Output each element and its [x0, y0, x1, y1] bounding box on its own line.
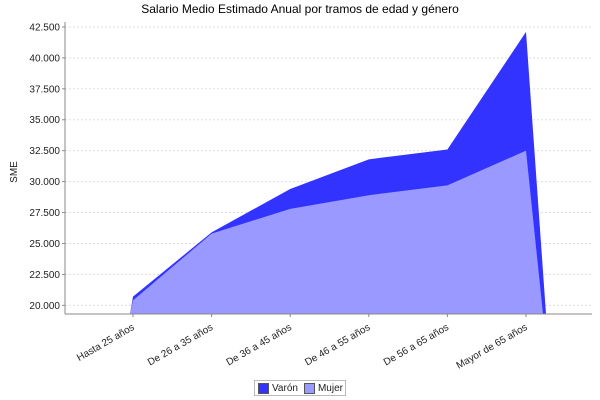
y-tick-label: 35.000 [29, 115, 60, 126]
y-tick-label: 42.500 [29, 22, 60, 33]
y-tick-label: 22.500 [29, 270, 60, 281]
y-axis-label: SME [9, 161, 20, 183]
x-tick-label: De 36 a 45 años [225, 322, 294, 368]
y-tick-label: 40.000 [29, 53, 60, 64]
x-tick-label: De 56 a 65 años [382, 322, 451, 368]
x-tick-label: De 26 a 35 años [146, 322, 215, 368]
x-tick-label: Hasta 25 años [75, 322, 136, 364]
legend: Varón Mujer [254, 380, 346, 396]
legend-item-varon: Varón [258, 382, 298, 394]
y-tick-label: 27.500 [29, 208, 60, 219]
area-mujer [130, 150, 543, 314]
y-tick-label: 30.000 [29, 177, 60, 188]
chart-title: Salario Medio Estimado Anual por tramos … [141, 2, 459, 16]
y-ticks: 20.000 22.500 25.000 27.500 30.000 32.500 35.0… [29, 22, 65, 312]
axes [64, 22, 592, 315]
x-tick-label: Mayor de 65 años [455, 322, 530, 372]
legend-label-mujer: Mujer [317, 382, 343, 394]
x-ticks: Hasta 25 años De 26 a 35 años De 36 a 45 a… [75, 314, 530, 372]
y-tick-label: 37.500 [29, 84, 60, 95]
y-tick-label: 32.500 [29, 146, 60, 157]
legend-swatch-varon [258, 382, 269, 394]
x-tick-label: De 46 a 55 años [303, 322, 372, 368]
y-tick-label: 20.000 [29, 301, 60, 312]
legend-label-varon: Varón [272, 382, 298, 394]
legend-item-mujer: Mujer [303, 382, 343, 394]
legend-swatch-mujer [303, 382, 315, 394]
area-series [130, 31, 546, 314]
y-tick-label: 25.000 [29, 239, 60, 250]
